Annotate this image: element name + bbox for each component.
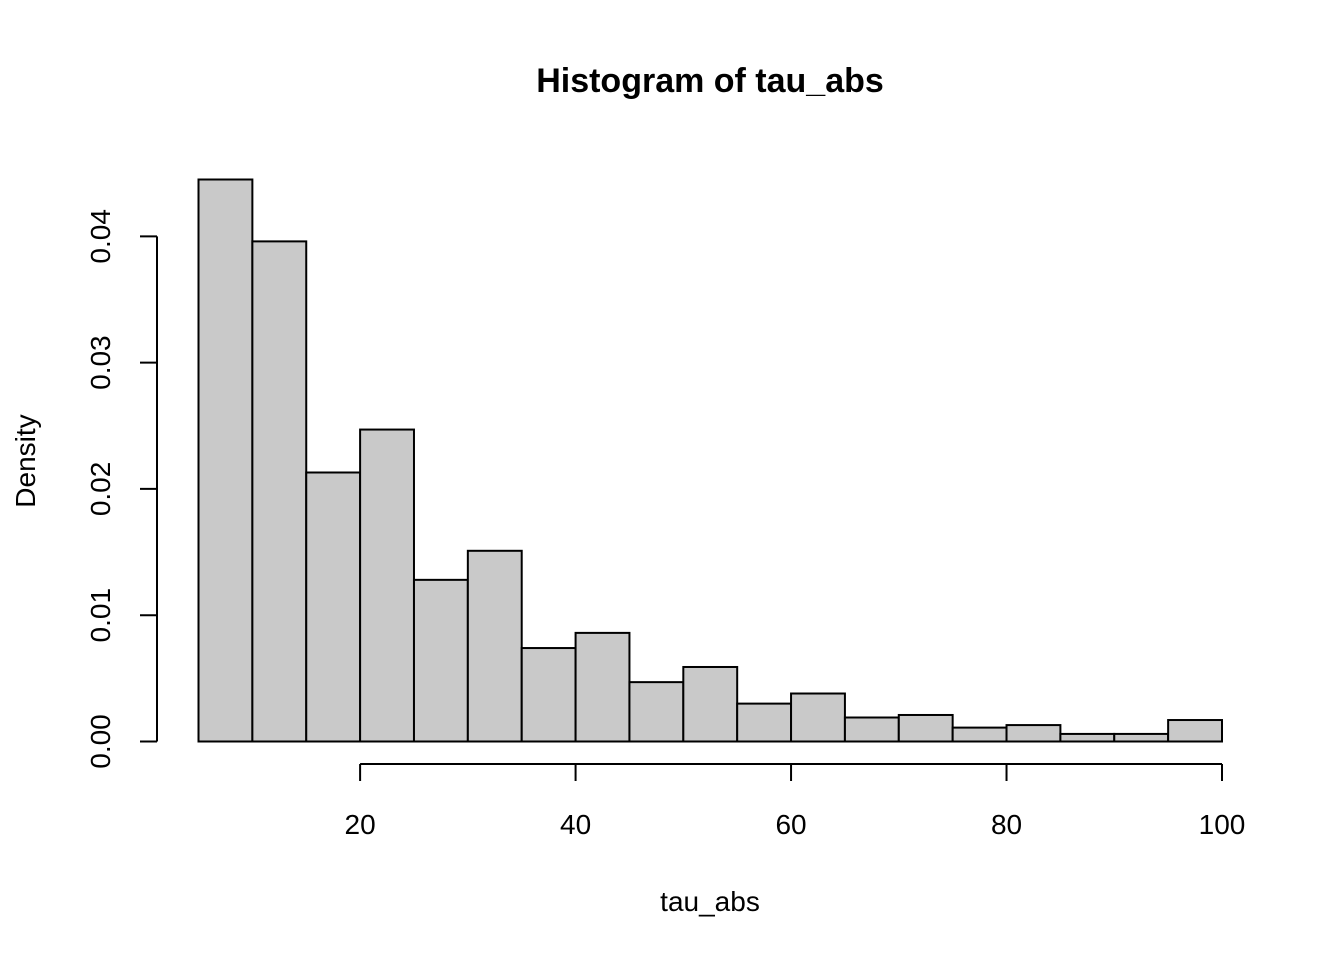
y-tick-label: 0.01 (85, 588, 116, 643)
y-axis-label: Density (10, 414, 41, 507)
histogram-bar (682, 665, 739, 743)
x-tick-label: 100 (1199, 809, 1246, 840)
histogram-bar (951, 726, 1008, 743)
y-tick-label: 0.03 (85, 335, 116, 390)
histogram-bar (412, 578, 469, 743)
histogram-bar (897, 713, 954, 743)
y-axis: 0.00 0.01 0.02 0.03 0.04 (85, 209, 158, 769)
histogram-bar (251, 240, 308, 743)
y-tick-label: 0.02 (85, 462, 116, 517)
y-tick-label: 0.04 (85, 209, 116, 264)
x-axis-label: tau_abs (660, 886, 760, 917)
histogram-bar (1167, 719, 1224, 743)
histogram-bar (1005, 724, 1062, 743)
histogram-bar (197, 178, 254, 743)
x-tick-label: 60 (775, 809, 806, 840)
histogram-bar (305, 471, 362, 743)
histogram-bar (736, 702, 793, 743)
bars-group (197, 178, 1224, 743)
histogram-bar (790, 692, 846, 743)
x-tick-label: 80 (991, 809, 1022, 840)
x-tick-label: 40 (560, 809, 591, 840)
histogram-bar (574, 631, 631, 743)
x-axis: 20 40 60 80 100 (345, 763, 1246, 840)
histogram-bar (466, 549, 523, 743)
histogram-bar (1113, 732, 1170, 743)
histogram-bar (359, 428, 415, 743)
y-tick-label: 0.00 (85, 714, 116, 769)
chart-title: Histogram of tau_abs (536, 62, 884, 100)
histogram-bar (1059, 732, 1116, 743)
histogram-bar (843, 716, 900, 743)
histogram-bar (520, 647, 577, 743)
x-tick-label: 20 (345, 809, 376, 840)
histogram-bar (628, 681, 685, 743)
